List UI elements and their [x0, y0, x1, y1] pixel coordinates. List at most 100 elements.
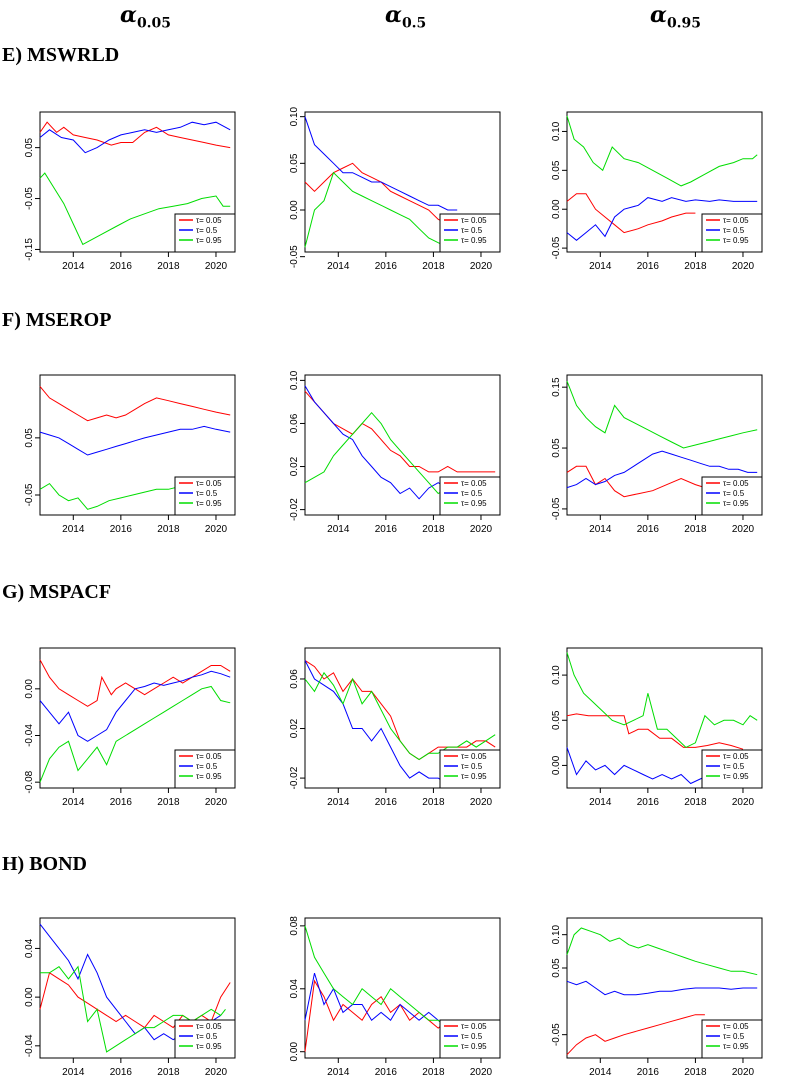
x-tick-label: 2014 — [327, 261, 350, 272]
y-tick-label: 0.10 — [551, 924, 562, 944]
y-tick-label: 0.10 — [551, 121, 562, 141]
x-tick-label: 2014 — [327, 1067, 350, 1078]
y-tick-label: 0.05 — [289, 153, 300, 173]
legend-label: τ= 0.05 — [461, 479, 487, 488]
series-line-tau-0.5 — [304, 385, 458, 500]
legend-box — [701, 1019, 763, 1059]
plot-frame — [566, 647, 763, 789]
y-tick-label: 0.10 — [551, 665, 562, 685]
y-tick-label: -0.05 — [24, 483, 35, 506]
x-tick-label: 2014 — [589, 261, 612, 272]
series-line-tau-0.5 — [566, 450, 758, 489]
series-line-tau-0.95 — [304, 671, 496, 761]
series-line-tau-0.05 — [304, 390, 496, 473]
column-header-alpha-0.95: α0.95 — [650, 2, 701, 31]
legend-label: τ= 0.95 — [723, 772, 749, 781]
x-tick-label: 2020 — [470, 261, 493, 272]
x-tick-label: 2014 — [62, 797, 85, 808]
x-tick-label: 2016 — [110, 261, 133, 272]
series-line-tau-0.95 — [304, 925, 458, 1037]
y-tick-label: -0.15 — [24, 238, 35, 261]
y-tick-label: 0.06 — [289, 669, 300, 689]
series-line-tau-0.5 — [304, 116, 458, 211]
legend-label: τ= 0.95 — [461, 772, 487, 781]
series-line-tau-0.5 — [39, 670, 231, 742]
plot-frame — [566, 917, 763, 1059]
legend-label: τ= 0.5 — [461, 489, 483, 498]
chart-panel-F-0.05: 0.05 -0.05 2014 2016 2018 2020 τ= 0.05τ= 0.5τ=… — [24, 374, 236, 535]
y-tick-label: -0.04 — [24, 1034, 35, 1057]
legend-label: τ= 0.05 — [196, 479, 222, 488]
series-line-tau-0.5 — [566, 980, 758, 996]
column-header-subscript: 0.05 — [136, 15, 172, 32]
y-tick-label: -0.02 — [289, 498, 300, 521]
y-tick-label: 0.05 — [551, 958, 562, 978]
x-tick-label: 2016 — [375, 797, 398, 808]
legend-label: τ= 0.5 — [196, 762, 218, 771]
legend-label: τ= 0.95 — [461, 236, 487, 245]
legend-label: τ= 0.5 — [196, 226, 218, 235]
y-tick-label: 0.05 — [551, 710, 562, 730]
series-line-tau-0.05 — [566, 193, 696, 234]
series-line-tau-0.05 — [39, 121, 231, 149]
x-tick-label: 2014 — [589, 797, 612, 808]
x-tick-label: 2014 — [62, 261, 85, 272]
x-tick-label: 2020 — [470, 524, 493, 535]
column-header-symbol: α — [120, 2, 137, 28]
legend-label: τ= 0.5 — [723, 489, 745, 498]
x-tick-label: 2018 — [422, 524, 445, 535]
plot-frame — [39, 647, 236, 789]
series-line-tau-0.05 — [566, 465, 715, 498]
series-line-tau-0.05 — [566, 713, 744, 750]
y-tick-label: 0.08 — [289, 916, 300, 936]
y-tick-label: 0.00 — [289, 200, 300, 220]
y-tick-label: 0.00 — [551, 755, 562, 775]
x-tick-label: 2020 — [732, 1067, 755, 1078]
x-tick-label: 2020 — [470, 1067, 493, 1078]
series-line-tau-0.05 — [39, 972, 231, 1029]
series-line-tau-0.95 — [40, 965, 226, 1053]
series-line-tau-0.95 — [566, 927, 758, 976]
series-line-tau-0.5 — [39, 121, 231, 154]
y-tick-label: -0.05 — [551, 497, 562, 520]
column-header-symbol: α — [650, 2, 667, 28]
x-tick-label: 2016 — [375, 524, 398, 535]
chart-panel-F-0.5: 0.10 0.06 0.02 -0.02 2014 2016 2018 2020 τ= 0.05… — [289, 370, 501, 535]
y-tick-label: -0.05 — [551, 1023, 562, 1046]
legend-label: τ= 0.95 — [461, 1042, 487, 1051]
x-tick-label: 2018 — [157, 261, 180, 272]
x-tick-label: 2020 — [732, 261, 755, 272]
row-title-mswrld: E) MSWRLD — [2, 44, 120, 66]
x-tick-label: 2016 — [110, 1067, 133, 1078]
x-tick-label: 2020 — [205, 524, 228, 535]
legend-label: τ= 0.95 — [723, 1042, 749, 1051]
y-tick-label: 0.00 — [24, 987, 35, 1007]
legend-label: τ= 0.05 — [723, 1022, 749, 1031]
x-tick-label: 2020 — [470, 797, 493, 808]
y-tick-label: 0.04 — [289, 979, 300, 999]
y-tick-label: -0.08 — [24, 770, 35, 793]
series-line-tau-0.95 — [566, 652, 758, 749]
legend-label: τ= 0.05 — [461, 752, 487, 761]
chart-panel-E-0.5: 0.10 0.05 0.00 -0.05 2014 2016 2018 2020 τ= 0.05… — [289, 106, 501, 272]
legend-label: τ= 0.95 — [723, 236, 749, 245]
legend-label: τ= 0.05 — [723, 752, 749, 761]
x-tick-label: 2018 — [684, 524, 707, 535]
y-tick-label: 0.05 — [24, 428, 35, 448]
row-title-bond: H) BOND — [2, 853, 87, 875]
y-tick-label: 0.05 — [24, 137, 35, 157]
plot-frame — [566, 374, 763, 516]
plot-frame — [39, 374, 236, 516]
series-line-tau-0.5 — [39, 425, 231, 456]
y-tick-label: 0.10 — [289, 106, 300, 126]
series-line-tau-0.95 — [566, 115, 758, 187]
column-header-alpha-0.5: α0.5 — [385, 2, 426, 31]
x-tick-label: 2014 — [589, 1067, 612, 1078]
row-title-mserop: F) MSEROP — [2, 309, 112, 331]
x-tick-label: 2018 — [157, 1067, 180, 1078]
y-tick-label: 0.10 — [289, 370, 300, 390]
plot-frame — [304, 917, 501, 1059]
legend-label: τ= 0.05 — [196, 216, 222, 225]
